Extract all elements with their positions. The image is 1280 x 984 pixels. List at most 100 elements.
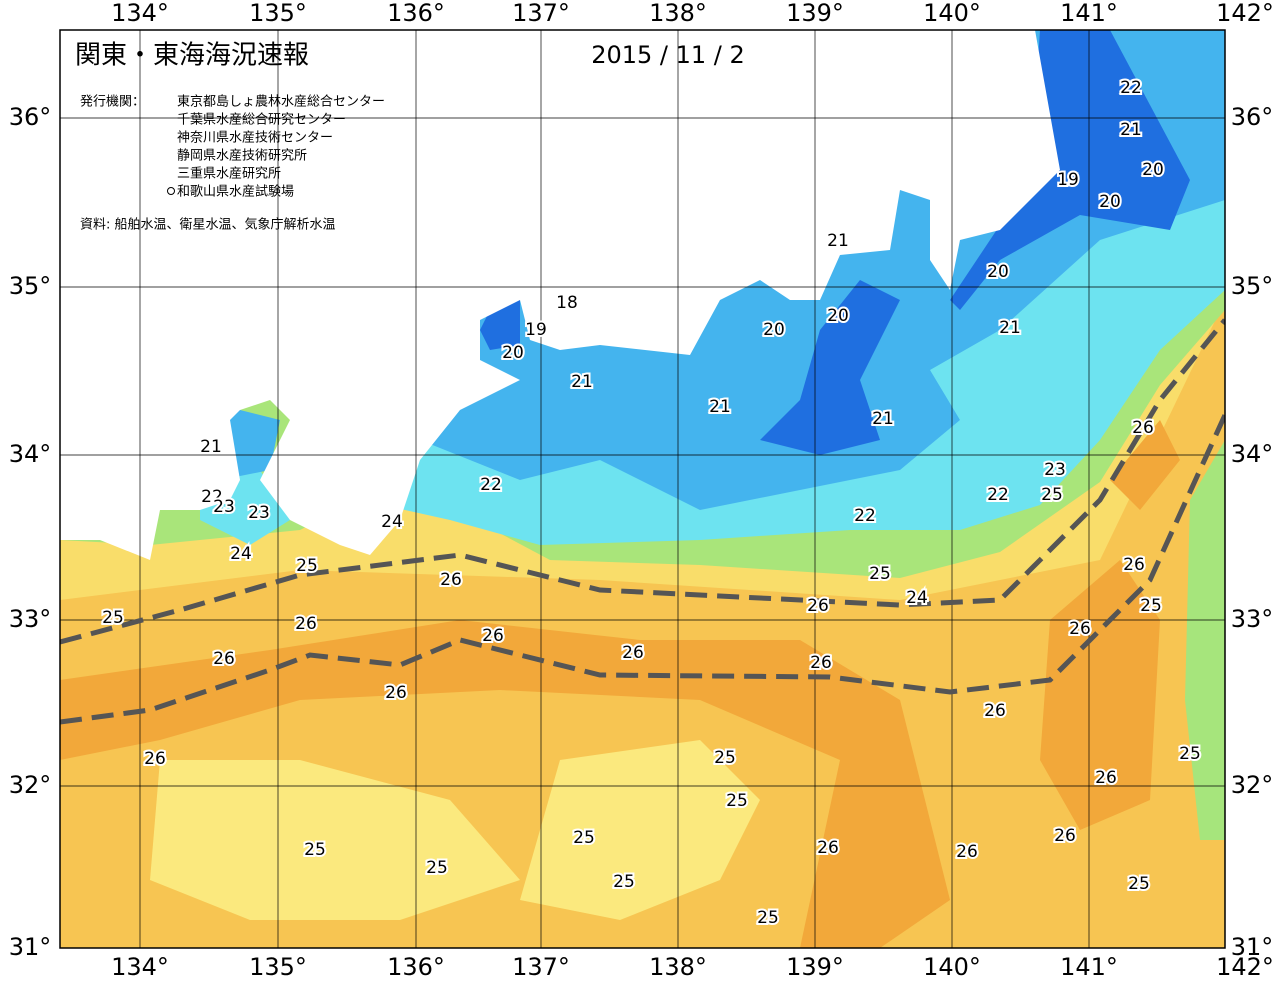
lon-label-top: 136° — [387, 0, 445, 27]
sea-24 — [1185, 440, 1225, 840]
contour-label: 24 — [906, 588, 928, 608]
map-frame — [59, 29, 1226, 949]
contour-label: 21 — [872, 409, 894, 429]
contour-label: 21 — [571, 372, 593, 392]
contour-label: 18 — [556, 293, 578, 313]
lon-label-top: 142° — [1216, 0, 1274, 27]
publisher: 和歌山県水産試験場 — [177, 184, 294, 200]
contour-label: 26 — [1054, 826, 1076, 846]
lat-label-right: 32° — [1231, 771, 1274, 799]
lon-label-bottom: 141° — [1060, 953, 1118, 980]
contour-label: 21 — [709, 397, 731, 417]
lon-label-bottom: 139° — [786, 953, 844, 980]
contour-label: 22 — [987, 485, 1009, 505]
publisher-label: 発行機関： — [80, 95, 145, 110]
source: 資料: 船舶水温、衛星水温、気象庁解析水温 — [80, 217, 336, 233]
contour-label: 22 — [854, 506, 876, 526]
sea-warmest — [1040, 560, 1160, 830]
contour-label: 22 — [480, 475, 502, 495]
contour-label: 24 — [381, 512, 403, 532]
contour-label: 19 — [525, 320, 547, 340]
contour-label: 26 — [817, 838, 839, 858]
contour-label: 19 — [1057, 170, 1079, 190]
contour-label: 25 — [1179, 744, 1201, 764]
lon-label-top: 141° — [1060, 0, 1118, 27]
sea-20 — [760, 280, 900, 455]
contour-label: 20 — [1142, 160, 1164, 180]
contour-label: 26 — [956, 842, 978, 862]
contour-label: 25 — [296, 556, 318, 576]
publisher: 静岡県水産技術研究所 — [177, 148, 307, 164]
contour-label: 26 — [807, 596, 829, 616]
publisher: 神奈川県水産技術センター — [177, 130, 333, 146]
contour-label: 26 — [810, 653, 832, 673]
contour-label: 26 — [984, 701, 1006, 721]
title: 関東・東海海況速報 — [75, 41, 309, 71]
contour-label: 20 — [827, 306, 849, 326]
land — [60, 30, 1060, 560]
contour-label: 26 — [144, 749, 166, 769]
lat-label-left: 34° — [9, 440, 52, 468]
contour-label: 25 — [613, 872, 635, 892]
contour-label: 26 — [1069, 619, 1091, 639]
kuroshio-path — [60, 318, 1225, 645]
lon-label-top: 140° — [923, 0, 981, 27]
contour-label: 20 — [502, 343, 524, 363]
contour-label: 21 — [200, 437, 222, 457]
lon-label-top: 139° — [786, 0, 844, 27]
contour-label: 26 — [440, 570, 462, 590]
contour-label: 25 — [573, 828, 595, 848]
contour-label: 23 — [1044, 460, 1066, 480]
contour-label: 25 — [757, 908, 779, 928]
contour-label: 21 — [827, 231, 849, 251]
contour-label: 23 — [248, 503, 270, 523]
contour-label: 21 — [999, 318, 1021, 338]
lon-label-top: 135° — [249, 0, 307, 27]
contour-label: 20 — [987, 262, 1009, 282]
contour-label: 26 — [1095, 768, 1117, 788]
contour-label: 20 — [763, 320, 785, 340]
lat-label-left: 33° — [9, 605, 52, 633]
contour-label: 25 — [1140, 596, 1162, 616]
lon-label-bottom: 140° — [923, 953, 981, 980]
contour-label: 25 — [714, 748, 736, 768]
map-layers — [60, 30, 1225, 948]
contour-label: 26 — [385, 683, 407, 703]
contour-label: 22 — [201, 487, 223, 507]
lon-label-top: 137° — [512, 0, 570, 27]
marker — [167, 187, 175, 195]
lon-label-top: 138° — [649, 0, 707, 27]
lat-label-left: 35° — [9, 272, 52, 300]
date: 2015 / 11 / 2 — [591, 41, 745, 69]
contour-label: 25 — [1041, 485, 1063, 505]
contour-label: 24 — [230, 544, 252, 564]
contour-label: 23 — [213, 497, 235, 517]
contour-label: 25 — [869, 564, 891, 584]
sea-25 — [150, 760, 520, 920]
lon-label-bottom: 135° — [249, 953, 307, 980]
lat-label-right: 36° — [1231, 103, 1274, 131]
lat-label-right: 31° — [1231, 933, 1274, 961]
publisher: 東京都島しょ農林水産総合センター — [177, 94, 385, 110]
publisher: 三重県水産研究所 — [177, 166, 281, 182]
lon-label-bottom: 138° — [649, 953, 707, 980]
contour-label: 25 — [1128, 874, 1150, 894]
lat-label-left: 32° — [9, 771, 52, 799]
lon-label-bottom: 134° — [111, 953, 169, 980]
lat-label-right: 34° — [1231, 440, 1274, 468]
contour-label: 25 — [426, 858, 448, 878]
lat-label-right: 35° — [1231, 272, 1274, 300]
sea-warmest — [1110, 420, 1180, 510]
contour-label: 26 — [213, 649, 235, 669]
lat-label-right: 33° — [1231, 605, 1274, 633]
contour-label: 26 — [482, 626, 504, 646]
lat-label-left: 31° — [9, 933, 52, 961]
contour-label: 26 — [295, 614, 317, 634]
contour-label: 25 — [304, 840, 326, 860]
contour-label: 26 — [1123, 555, 1145, 575]
publisher: 千葉県水産総合研究センター — [177, 112, 346, 128]
contour-label: 21 — [1120, 120, 1142, 140]
sea-20 — [950, 30, 1190, 310]
